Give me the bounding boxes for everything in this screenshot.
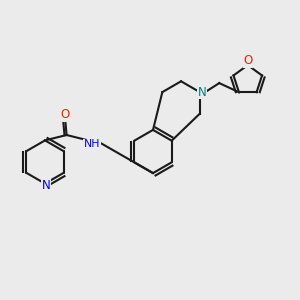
Text: N: N [198, 85, 206, 99]
Text: O: O [243, 54, 252, 68]
Text: NH: NH [84, 139, 100, 149]
Text: O: O [61, 108, 70, 121]
Text: N: N [41, 179, 50, 192]
